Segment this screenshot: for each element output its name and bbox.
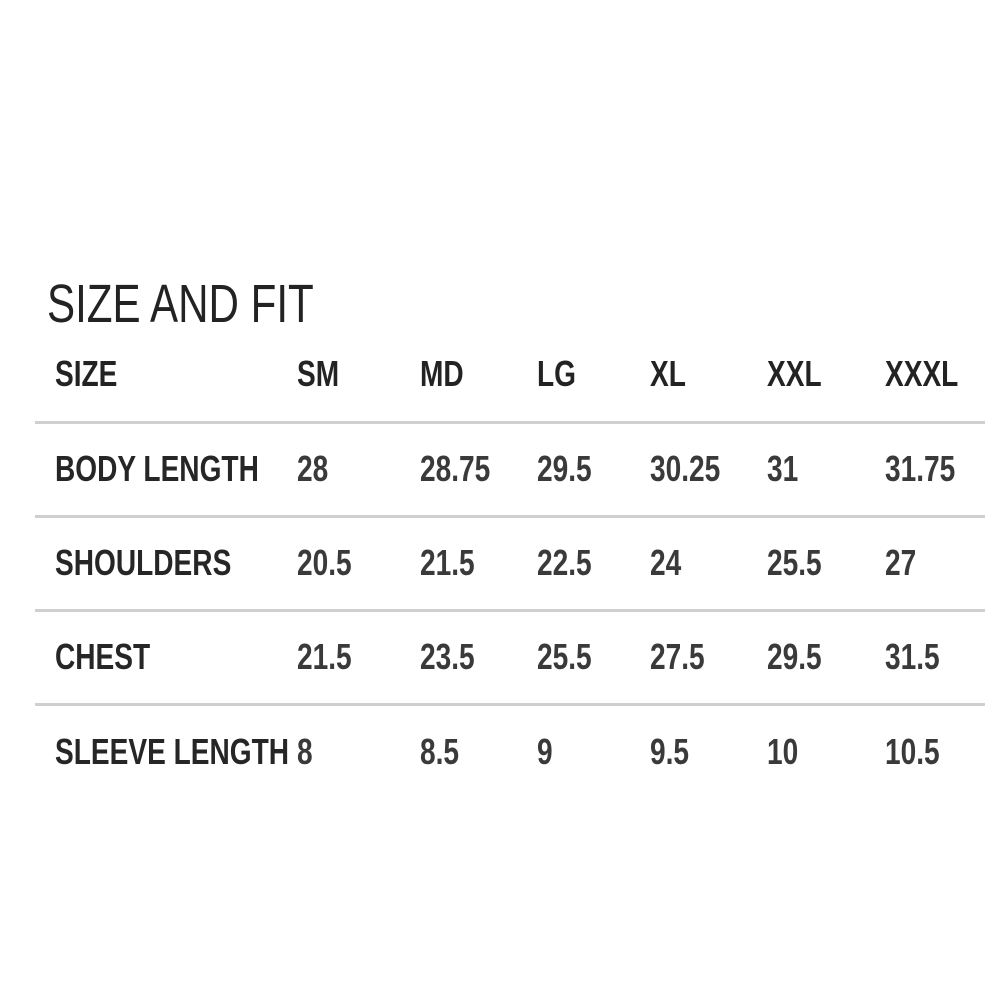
- size-value: 29.5: [747, 610, 865, 706]
- size-value-text: 31: [767, 448, 799, 489]
- size-value-text: 29.5: [767, 636, 822, 677]
- size-value-text: 9.5: [650, 730, 690, 772]
- size-value: 22.5: [517, 516, 630, 612]
- size-value-text: 24: [650, 542, 682, 583]
- size-value: 21.5: [400, 516, 517, 612]
- size-value: 21.5: [277, 610, 400, 706]
- row-label-text: BODY LENGTH: [55, 448, 259, 489]
- size-value: 28.75: [400, 422, 517, 518]
- size-value-text: 10: [767, 730, 799, 772]
- size-value: 31: [747, 422, 865, 518]
- column-header-label: LG: [537, 353, 576, 394]
- size-value: 25.5: [517, 610, 630, 706]
- size-value: 25.5: [747, 516, 865, 612]
- size-value-text: 31.5: [885, 636, 940, 677]
- row-label: SHOULDERS: [35, 516, 277, 612]
- size-value-text: 29.5: [537, 448, 592, 489]
- column-header-label: XL: [650, 353, 686, 394]
- size-value: 30.25: [630, 422, 747, 518]
- column-header-sm: SM: [277, 340, 400, 424]
- column-header-label: SIZE: [55, 353, 118, 394]
- page-title: SIZE AND FIT: [47, 273, 389, 335]
- size-value-text: 28.75: [420, 448, 491, 489]
- size-value: 27.5: [630, 610, 747, 706]
- size-value: 20.5: [277, 516, 400, 612]
- row-label: SLEEVE LENGTH: [35, 704, 289, 798]
- table-row-shoulders: SHOULDERS 20.5 21.5 22.5 24 25.5 27: [35, 516, 985, 612]
- size-value: 8: [277, 704, 400, 798]
- size-value-text: 20.5: [297, 542, 352, 583]
- size-value-text: 10.5: [885, 730, 940, 772]
- column-header-xxxl: XXXL: [865, 340, 985, 424]
- size-value: 31.5: [865, 610, 985, 706]
- column-header-label: SM: [297, 353, 340, 394]
- table-row-sleeve-length: SLEEVE LENGTH 8 8.5 9 9.5 10 10.5: [35, 704, 985, 798]
- size-value-text: 27: [885, 542, 917, 583]
- column-header-xl: XL: [630, 340, 747, 424]
- size-value: 23.5: [400, 610, 517, 706]
- size-value-text: 27.5: [650, 636, 705, 677]
- column-header-lg: LG: [517, 340, 630, 424]
- table-header-row: SIZE SM MD LG XL XXL XXXL: [35, 340, 985, 424]
- page-title-text: SIZE AND FIT: [47, 273, 314, 334]
- table-row-body-length: BODY LENGTH 28 28.75 29.5 30.25 31 31.75: [35, 422, 985, 518]
- size-value-text: 23.5: [420, 636, 475, 677]
- size-value-text: 21.5: [420, 542, 475, 583]
- size-value: 9.5: [630, 704, 747, 798]
- size-value-text: 28: [297, 448, 329, 489]
- size-value: 10.5: [865, 704, 985, 798]
- size-value-text: 30.25: [650, 448, 721, 489]
- size-value: 28: [277, 422, 400, 518]
- size-value-text: 25.5: [537, 636, 592, 677]
- column-header-xxl: XXL: [747, 340, 865, 424]
- size-value-text: 8.5: [420, 730, 460, 772]
- row-label: BODY LENGTH: [35, 422, 277, 518]
- size-value-text: 21.5: [297, 636, 352, 677]
- size-value: 29.5: [517, 422, 630, 518]
- row-label-text: SLEEVE LENGTH: [55, 730, 290, 772]
- size-value-text: 31.75: [885, 448, 956, 489]
- size-value-text: 9: [537, 730, 553, 772]
- size-value-text: 25.5: [767, 542, 822, 583]
- column-header-size: SIZE: [35, 340, 277, 424]
- table-row-chest: CHEST 21.5 23.5 25.5 27.5 29.5 31.5: [35, 610, 985, 706]
- size-fit-table: SIZE SM MD LG XL XXL XXXL BODY LENGTH 28…: [35, 340, 985, 798]
- column-header-label: XXXL: [885, 353, 959, 394]
- size-value: 10: [747, 704, 865, 798]
- size-value-text: 8: [297, 730, 313, 772]
- size-value: 27: [865, 516, 985, 612]
- column-header-label: MD: [420, 353, 464, 394]
- column-header-md: MD: [400, 340, 517, 424]
- size-value: 9: [517, 704, 630, 798]
- size-value: 31.75: [865, 422, 985, 518]
- row-label: CHEST: [35, 610, 277, 706]
- size-value: 8.5: [400, 704, 517, 798]
- row-label-text: CHEST: [55, 636, 151, 677]
- column-header-label: XXL: [767, 353, 822, 394]
- size-value: 24: [630, 516, 747, 612]
- size-value-text: 22.5: [537, 542, 592, 583]
- row-label-text: SHOULDERS: [55, 542, 232, 583]
